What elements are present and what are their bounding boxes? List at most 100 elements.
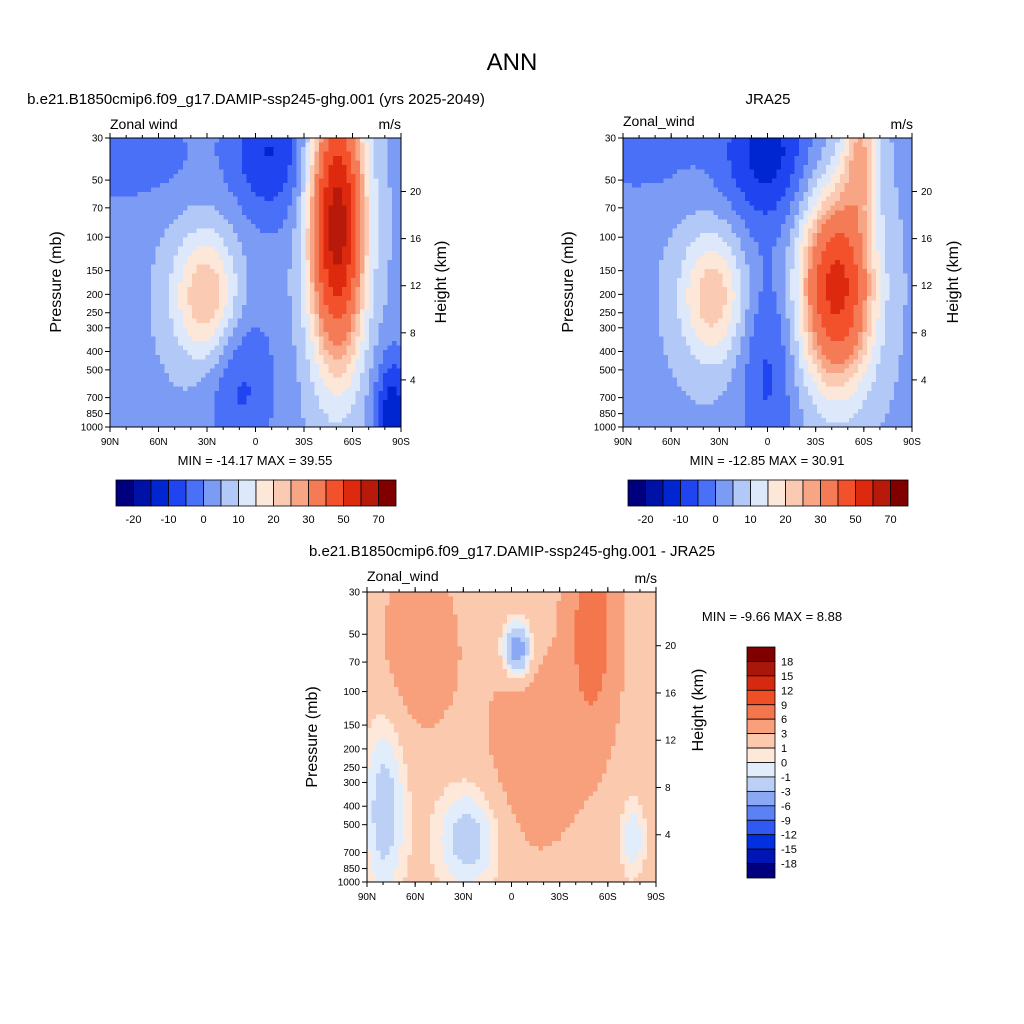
field-cell [137,314,143,320]
field-cell [645,183,651,189]
field-cell [214,273,220,279]
field-cell [332,277,338,284]
field-cell [632,314,638,320]
field-cell [314,282,320,288]
field-cell [296,399,302,406]
field-cell [627,336,633,342]
field-cell [378,363,384,369]
field-cell [110,287,116,293]
field-cell [396,264,402,270]
field-cell [391,408,398,415]
field-cell [654,174,660,180]
field-cell [260,255,266,261]
field-cell [237,390,243,396]
field-cell [332,259,338,266]
field-cell [346,183,352,189]
field-cell [196,336,202,342]
field-cell [623,399,629,406]
field-cell [232,399,238,406]
field-cell [278,192,284,198]
field-cell [219,277,225,284]
pressure-tick-label: 250 [86,308,103,319]
field-cell [300,323,307,329]
field-cell [282,183,288,189]
field-cell [346,314,352,320]
field-cell [360,250,366,257]
field-cell [641,178,647,184]
field-cell [364,205,370,211]
field-cell [187,183,193,189]
field-cell [300,413,307,419]
field-cell [241,399,248,406]
field-cell [223,237,229,243]
field-cell [627,318,633,324]
field-cell [182,264,188,270]
field-cell [241,219,248,225]
field-cell [282,259,288,266]
field-cell [164,368,170,374]
field-cell [663,399,669,406]
field-cell [282,341,288,347]
field-cell [155,413,161,419]
field-cell [155,142,161,148]
field-cell [196,368,202,374]
field-cell [110,246,116,252]
field-cell [659,332,665,338]
field-cell [146,259,152,266]
field-cell [273,223,279,229]
field-cell [160,381,166,387]
field-cell [241,223,248,229]
field-cell [364,138,370,144]
field-cell [196,318,202,324]
field-cell [210,404,216,410]
field-cell [373,214,379,220]
field-cell [641,201,647,207]
field-cell [668,214,674,220]
field-cell [364,314,370,320]
field-cell [187,142,193,148]
field-cell [387,399,393,406]
field-cell [337,408,343,415]
field-cell [296,255,302,261]
field-cell [305,205,311,211]
field-cell [191,390,197,396]
field-cell [650,142,656,148]
field-cell [250,147,257,153]
field-cell [114,268,120,275]
field-cell [391,377,398,383]
field-cell [282,277,288,284]
field-cell [150,259,157,266]
field-cell [146,345,152,351]
field-cell [391,395,398,401]
field-cell [146,273,152,279]
field-cell [373,305,379,311]
field-cell [364,323,370,329]
field-cell [659,264,665,270]
field-cell [373,273,379,279]
field-cell [668,246,674,252]
field-cell [323,287,329,293]
field-cell [128,386,134,392]
field-cell [387,156,393,162]
field-cell [668,372,674,378]
field-cell [341,318,348,324]
field-cell [132,341,138,347]
pressure-tick-label: 150 [86,266,103,277]
field-cell [332,142,338,148]
field-cell [264,314,270,320]
field-cell [387,323,393,329]
field-cell [382,187,388,193]
field-cell [319,381,325,387]
field-cell [132,296,138,302]
field-cell [650,345,656,351]
field-cell [119,174,125,180]
panel-model-colorbar: -20 -10 0 10 20 30 50 70 [115,479,397,526]
field-cell [128,151,134,157]
field-cell [200,183,207,189]
field-cell [305,363,311,369]
field-cell [237,363,243,369]
field-cell [350,309,357,315]
field-cell [672,196,678,202]
field-cell [260,413,266,419]
field-cell [214,386,220,392]
